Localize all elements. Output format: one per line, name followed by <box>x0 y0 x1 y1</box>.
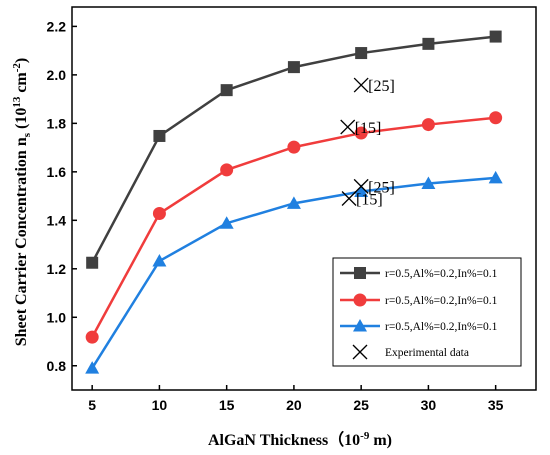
data-point <box>354 126 368 140</box>
data-point <box>85 330 99 344</box>
y-tick-label: 2.0 <box>47 67 67 83</box>
axes: 5 10 15 20 25 30 35 0.8 1.0 1.2 1.4 1.6 1.8 2.0 2.2 <box>47 6 537 413</box>
data-point <box>354 184 369 197</box>
x-marker-stroke <box>340 119 356 135</box>
data-point <box>286 196 301 209</box>
annotation-label: [25] <box>368 179 395 196</box>
data-point <box>355 47 368 60</box>
experimental-point: [25] <box>353 178 395 196</box>
annotation-label: [15] <box>355 120 382 137</box>
data-point <box>489 30 502 43</box>
data-point <box>220 163 234 177</box>
series-2 <box>85 111 503 344</box>
annotation-label: [15] <box>356 192 383 209</box>
experimental-point: [25] <box>353 77 395 95</box>
y-tick-label: 0.8 <box>47 358 67 374</box>
legend-item: Experimental data <box>352 344 469 360</box>
legend-item: r=0.5,Al%=0.2,In%=0.1 <box>340 293 498 307</box>
legend-label: Experimental data <box>385 347 469 359</box>
y-tick-label: 2.2 <box>47 18 67 34</box>
x-tick-label: 25 <box>353 397 369 413</box>
x-axis-title: AlGaN Thickness（10-9 m) <box>208 430 392 449</box>
x-tick-label: 10 <box>152 397 168 413</box>
legend-item: r=0.5,Al%=0.2,In%=0.1 <box>340 267 498 280</box>
legend-marker <box>353 293 367 307</box>
data-point <box>421 118 435 132</box>
data-point <box>488 170 503 184</box>
data-point <box>220 84 233 97</box>
data-point <box>287 61 300 74</box>
experimental-layer: [25][15][25][15] <box>340 77 395 209</box>
y-tick-label: 1.0 <box>47 309 67 325</box>
experimental-point: [15] <box>341 191 383 209</box>
legend-label: r=0.5,Al%=0.2,In%=0.1 <box>385 321 498 333</box>
annotation-label: [25] <box>368 78 395 95</box>
series-1 <box>86 30 502 269</box>
legend-label: r=0.5,Al%=0.2,In%=0.1 <box>385 295 498 307</box>
x-tick-label: 5 <box>88 397 96 413</box>
data-point <box>287 140 301 154</box>
data-point <box>86 256 99 269</box>
y-axis-title: Sheet Carrier Concentration ns (1013 cm-… <box>11 58 33 347</box>
experimental-point: [15] <box>340 119 382 137</box>
series-3 <box>85 170 503 374</box>
x-tick-label: 20 <box>286 397 302 413</box>
data-point <box>422 37 435 50</box>
data-point <box>152 254 167 267</box>
data-point <box>152 207 166 221</box>
x-marker-stroke <box>353 178 369 194</box>
x-tick-label: 35 <box>488 397 504 413</box>
data-point <box>489 111 503 125</box>
legend-marker <box>354 267 366 279</box>
legend-marker <box>352 344 368 360</box>
legend-marker <box>353 319 367 332</box>
x-marker-stroke <box>341 191 357 206</box>
legend: r=0.5,Al%=0.2,In%=0.1 r=0.5,Al%=0.2,In%=0… <box>332 257 522 367</box>
data-point <box>421 176 436 189</box>
legend-item: r=0.5,Al%=0.2,In%=0.1 <box>340 319 498 333</box>
data-point <box>219 216 234 229</box>
series-layer <box>85 30 503 374</box>
y-tick-label: 1.8 <box>47 115 67 131</box>
y-tick-label: 1.6 <box>47 164 67 180</box>
y-tick-label: 1.2 <box>47 261 67 277</box>
x-tick-label: 15 <box>219 397 235 413</box>
data-point <box>153 129 166 142</box>
plot-frame <box>71 6 537 391</box>
y-tick-label: 1.4 <box>47 212 67 228</box>
x-marker-stroke <box>353 77 369 93</box>
legend-label: r=0.5,Al%=0.2,In%=0.1 <box>385 268 498 280</box>
x-tick-label: 30 <box>421 397 437 413</box>
data-point <box>85 361 100 374</box>
